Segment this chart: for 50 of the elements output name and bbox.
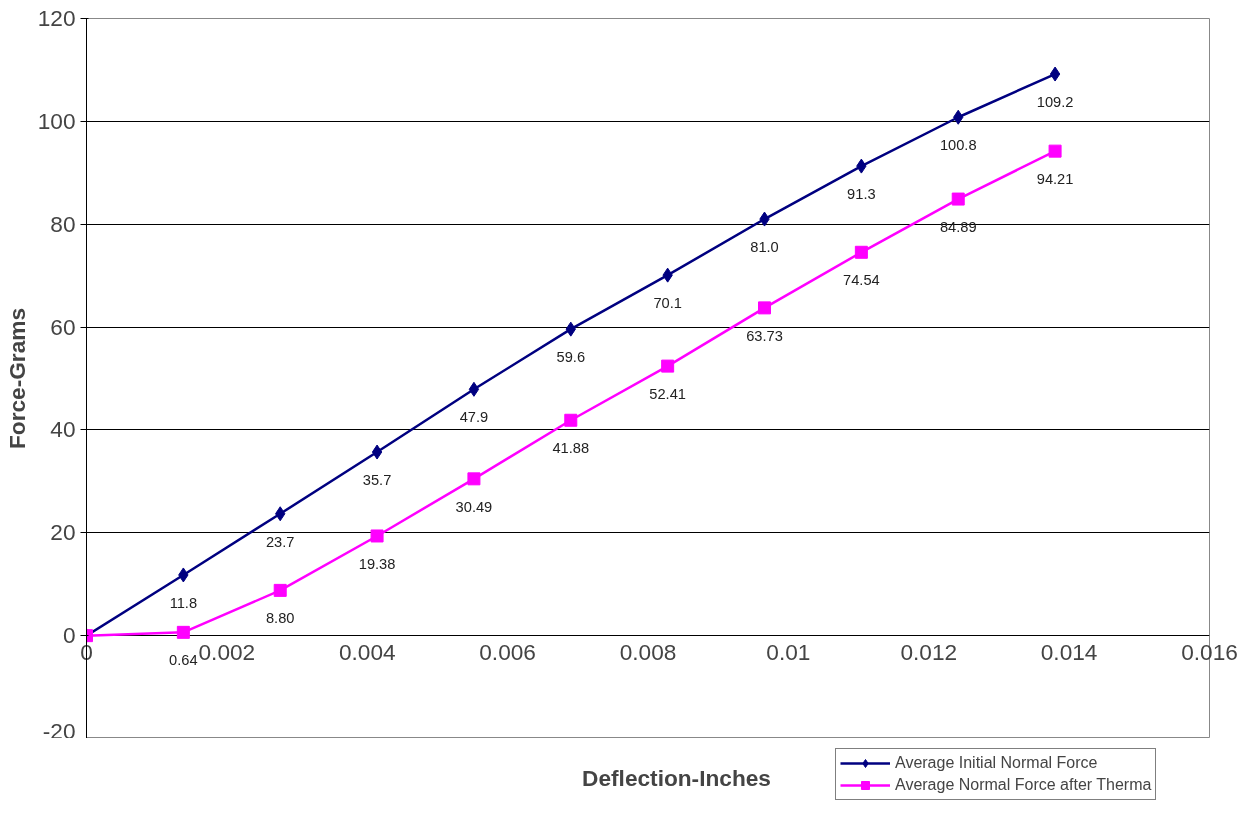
data-label: 8.80: [265, 610, 295, 627]
data-label: 30.49: [455, 498, 493, 515]
data-label: 52.41: [649, 386, 686, 403]
y-tick-label: -20: [42, 717, 76, 744]
data-label: 74.54: [843, 272, 880, 289]
point: [370, 529, 384, 543]
x-tick-label: 0.006: [479, 638, 536, 665]
legend-label: Average Normal Force after Therma: [895, 776, 1152, 794]
data-label: 41.88: [552, 440, 590, 457]
data-label: 47.9: [459, 409, 489, 426]
y-tick-label: 60: [50, 313, 76, 340]
data-label: 23.7: [265, 533, 295, 550]
data-label: 11.8: [169, 594, 198, 611]
x-tick-label: 0.014: [1040, 638, 1098, 665]
x-axis-title: Deflection-Inches: [582, 764, 771, 791]
y-tick-label: 120: [37, 5, 76, 31]
legend-label: Average Initial Normal Force: [895, 754, 1098, 772]
data-label: 91.3: [847, 186, 876, 203]
point: [273, 583, 287, 597]
y-tick-label: 100: [37, 107, 76, 134]
point: [1049, 66, 1061, 82]
point: [951, 192, 965, 206]
data-label: 59.6: [556, 349, 586, 366]
data-label: 0.64: [169, 652, 198, 669]
point: [371, 444, 383, 460]
x-tick-label: 0.012: [900, 638, 958, 665]
data-label: 63.73: [746, 327, 783, 344]
data-label: 100.8: [939, 137, 977, 154]
data-label: 81.0: [750, 239, 779, 256]
point: [854, 245, 868, 259]
point: [661, 359, 675, 373]
x-tick-label: 0.01: [766, 638, 811, 665]
x-tick-label: 0.002: [198, 638, 256, 665]
data-label: 70.1: [653, 295, 682, 312]
y-tick-label: 40: [50, 416, 76, 443]
data-label: 35.7: [362, 472, 392, 489]
point: [564, 413, 578, 427]
data-label: 19.38: [358, 555, 396, 572]
data-label: 94.21: [1036, 171, 1074, 188]
point: [1048, 144, 1062, 158]
point: [468, 381, 480, 397]
data-label: 109.2: [1036, 94, 1074, 111]
y-axis-title: Force-Grams: [3, 307, 30, 450]
point: [758, 301, 772, 315]
y-tick-label: 80: [50, 210, 76, 237]
x-tick-label: 0.004: [338, 638, 396, 665]
x-tick-label: 0.008: [619, 638, 677, 665]
point: [467, 472, 481, 486]
point: [176, 625, 190, 639]
y-tick-label: 20: [50, 519, 76, 546]
